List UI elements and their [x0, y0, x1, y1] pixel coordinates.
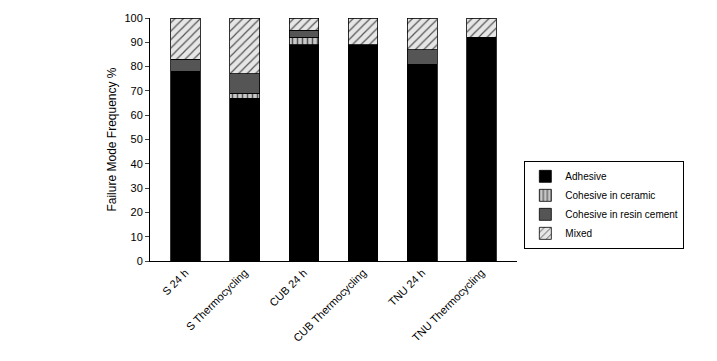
- svg-text:CUB 24 h: CUB 24 h: [267, 267, 309, 309]
- svg-text:S Thermocycling: S Thermocycling: [184, 267, 250, 333]
- svg-text:10: 10: [131, 231, 143, 243]
- svg-text:Cohesive in ceramic: Cohesive in ceramic: [565, 190, 655, 201]
- svg-text:100: 100: [124, 12, 142, 24]
- svg-text:80: 80: [131, 60, 143, 72]
- svg-text:30: 30: [131, 182, 143, 194]
- svg-text:S 24 h: S 24 h: [160, 267, 191, 298]
- svg-text:TNU 24 h: TNU 24 h: [386, 267, 428, 309]
- svg-text:40: 40: [131, 158, 143, 170]
- svg-text:TNU Thermocycling: TNU Thermocycling: [410, 267, 487, 344]
- svg-text:Failure Mode Frequency %: Failure Mode Frequency %: [105, 67, 119, 211]
- svg-text:60: 60: [131, 109, 143, 121]
- svg-text:Mixed: Mixed: [565, 228, 592, 239]
- svg-text:Cohesive in resin cement: Cohesive in resin cement: [565, 209, 677, 220]
- svg-text:50: 50: [131, 133, 143, 145]
- svg-text:0: 0: [137, 255, 143, 267]
- svg-text:90: 90: [131, 36, 143, 48]
- svg-text:Adhesive: Adhesive: [565, 171, 607, 182]
- svg-text:CUB Thermocycling: CUB Thermocycling: [291, 267, 369, 345]
- svg-text:70: 70: [131, 85, 143, 97]
- svg-text:20: 20: [131, 206, 143, 218]
